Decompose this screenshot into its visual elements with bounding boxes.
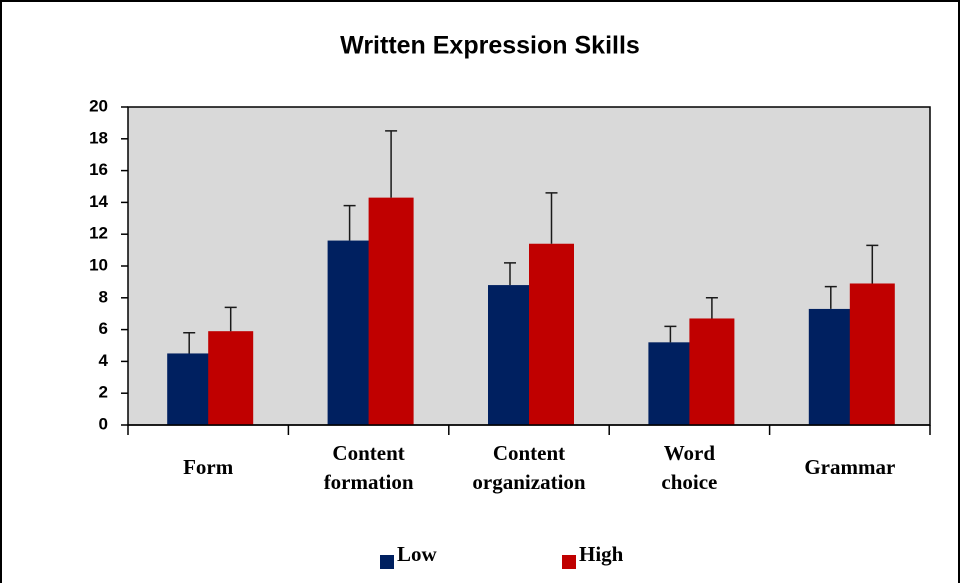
y-tick-label: 14 bbox=[89, 192, 108, 211]
bar bbox=[689, 318, 735, 425]
x-tick-label: Form bbox=[183, 455, 234, 479]
bar bbox=[208, 331, 254, 425]
error-bar bbox=[343, 204, 356, 241]
error-bar bbox=[664, 325, 677, 343]
legend-label: High bbox=[579, 542, 624, 566]
bar bbox=[327, 240, 372, 425]
bar bbox=[488, 285, 532, 425]
y-tick-label: 12 bbox=[89, 224, 108, 243]
bar bbox=[648, 342, 693, 425]
y-tick-label: 18 bbox=[89, 128, 108, 147]
legend-label: Low bbox=[397, 542, 438, 566]
bar bbox=[529, 243, 574, 425]
error-bar bbox=[385, 130, 398, 198]
error-bar bbox=[224, 306, 237, 332]
y-tick-label: 20 bbox=[89, 96, 108, 115]
x-tick-label: Word choice bbox=[661, 441, 718, 494]
x-tick-label: Content formation bbox=[323, 441, 414, 494]
legend-swatch bbox=[562, 555, 576, 569]
y-tick-label: 16 bbox=[89, 160, 108, 179]
error-bar bbox=[545, 192, 558, 244]
x-tick-label: Content organization bbox=[472, 441, 586, 494]
bar bbox=[808, 308, 853, 425]
error-bar bbox=[824, 285, 837, 309]
error-bar bbox=[705, 297, 718, 319]
bar bbox=[368, 197, 414, 425]
y-tick-label: 0 bbox=[99, 414, 108, 433]
y-tick-label: 8 bbox=[99, 287, 108, 306]
x-tick-label: Grammar bbox=[804, 455, 896, 479]
bar bbox=[167, 353, 212, 425]
y-tick-label: 2 bbox=[99, 383, 108, 402]
error-bar bbox=[866, 244, 879, 284]
error-bar bbox=[504, 262, 516, 286]
y-tick-label: 6 bbox=[99, 319, 108, 338]
y-tick-label: 10 bbox=[89, 255, 108, 274]
y-tick-label: 4 bbox=[99, 351, 109, 370]
error-bar bbox=[183, 332, 196, 354]
chart-title: Written Expression Skills bbox=[340, 32, 640, 60]
bar bbox=[849, 283, 895, 425]
legend-swatch bbox=[380, 555, 394, 569]
